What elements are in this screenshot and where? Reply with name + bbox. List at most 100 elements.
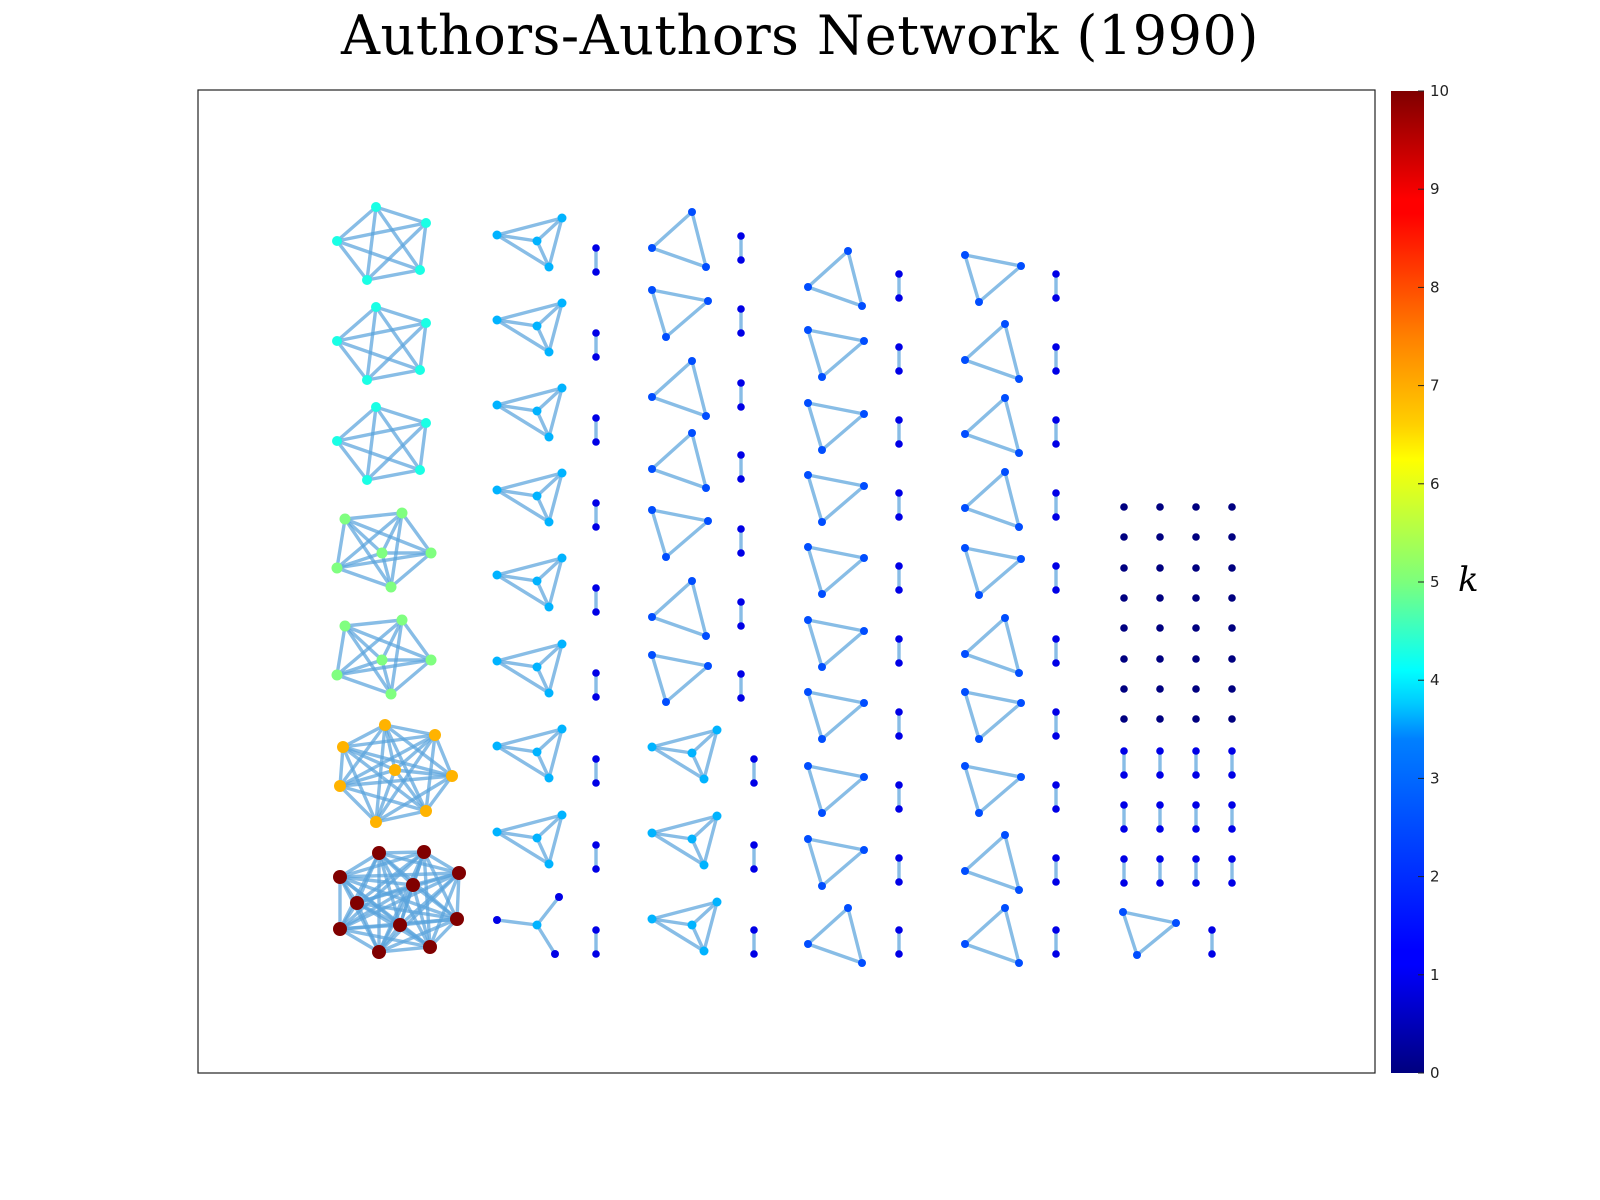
node <box>1156 655 1164 663</box>
node <box>737 403 745 411</box>
node <box>975 298 983 306</box>
node <box>818 735 826 743</box>
edge <box>650 359 694 399</box>
node <box>385 688 397 700</box>
node <box>1192 801 1200 809</box>
node <box>1120 855 1128 863</box>
node <box>396 614 408 626</box>
node <box>1192 533 1200 541</box>
edge <box>495 813 564 834</box>
node <box>804 399 812 407</box>
edge <box>335 305 378 343</box>
node <box>492 741 502 751</box>
node <box>1172 919 1180 927</box>
node <box>1156 771 1164 779</box>
node <box>1052 708 1060 716</box>
node <box>647 742 657 752</box>
node <box>699 860 709 870</box>
edge <box>963 616 1007 656</box>
edge <box>806 545 866 560</box>
node <box>544 517 554 527</box>
edge <box>547 642 564 695</box>
edge <box>393 768 428 813</box>
edge <box>338 871 461 879</box>
edge <box>495 659 551 695</box>
edge <box>380 551 393 589</box>
edge <box>495 573 539 583</box>
node <box>1228 564 1236 572</box>
edge <box>400 618 433 662</box>
node <box>544 859 554 869</box>
edge <box>806 328 866 343</box>
node <box>1052 878 1060 886</box>
node <box>425 654 437 666</box>
node <box>1052 732 1060 740</box>
node <box>371 402 381 412</box>
node <box>532 491 542 501</box>
edge <box>495 659 539 669</box>
node <box>648 506 656 514</box>
nodes-layer <box>331 202 1236 967</box>
edge <box>963 764 981 815</box>
node <box>975 735 983 743</box>
edge <box>806 618 866 633</box>
node <box>1228 879 1236 887</box>
node <box>1228 655 1236 663</box>
edge <box>690 431 708 490</box>
node <box>385 581 397 593</box>
node <box>1156 825 1164 833</box>
node <box>858 959 866 967</box>
node <box>339 620 351 632</box>
edge <box>338 850 426 879</box>
edge <box>377 917 459 954</box>
edge <box>664 664 710 704</box>
edge <box>411 883 432 949</box>
edge <box>535 409 551 439</box>
edge <box>806 942 864 965</box>
edge <box>820 484 866 524</box>
edge <box>806 906 850 946</box>
edge <box>398 917 459 927</box>
edge <box>335 566 393 589</box>
edge <box>535 642 564 669</box>
edge <box>650 900 719 921</box>
node <box>1156 685 1164 693</box>
edge <box>335 239 369 282</box>
node <box>647 828 657 838</box>
node <box>688 357 696 365</box>
edge <box>963 690 1023 705</box>
node <box>895 854 903 862</box>
edge <box>495 318 539 328</box>
edge <box>690 359 708 418</box>
node <box>1052 781 1060 789</box>
edge <box>977 701 1023 741</box>
node <box>1228 533 1236 541</box>
edge <box>650 395 708 418</box>
edge <box>355 883 415 905</box>
edge <box>335 339 369 382</box>
node <box>1017 773 1025 781</box>
node <box>1156 533 1164 541</box>
edge <box>806 545 824 596</box>
node <box>975 809 983 817</box>
node <box>704 297 712 305</box>
node <box>688 577 696 585</box>
edge <box>650 728 719 749</box>
node <box>592 608 600 616</box>
edge <box>650 431 694 471</box>
node <box>1208 926 1216 934</box>
edge <box>422 850 459 921</box>
node <box>492 570 502 580</box>
node <box>1192 624 1200 632</box>
edge <box>377 945 432 954</box>
node <box>376 654 388 666</box>
colorbar-tick-label: 3 <box>1430 769 1440 787</box>
edge <box>495 216 564 237</box>
colorbar-label: k <box>1458 560 1479 600</box>
node <box>737 256 745 264</box>
edge <box>547 727 564 780</box>
edge <box>702 728 719 781</box>
edge <box>820 412 866 452</box>
node <box>712 725 722 735</box>
edge <box>495 573 551 609</box>
